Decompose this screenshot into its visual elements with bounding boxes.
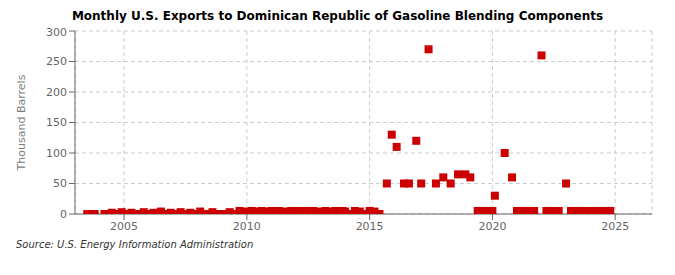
html-text:Source: U.S. Energy Informatio: Source: U.S. Energy Information Administ… (16, 239, 254, 250)
svg-text:2025: 2025 (601, 220, 629, 233)
html-text:Monthly U.S. Exports to Domini: Monthly U.S. Exports to Dominican Republ… (71, 9, 604, 23)
svg-text:2010: 2010 (233, 220, 261, 233)
svg-text:Thousand Barrels: Thousand Barrels (15, 74, 28, 171)
svg-text:250: 250 (46, 55, 67, 68)
svg-text:300: 300 (46, 26, 67, 39)
svg-text:50: 50 (53, 177, 67, 190)
svg-text:100: 100 (46, 147, 67, 160)
svg-text:200: 200 (46, 86, 67, 99)
svg-text:2020: 2020 (478, 220, 506, 233)
svg-text:0: 0 (60, 208, 67, 221)
svg-text:2015: 2015 (356, 220, 384, 233)
svg-text:150: 150 (46, 116, 67, 129)
svg-text:2005: 2005 (110, 220, 138, 233)
